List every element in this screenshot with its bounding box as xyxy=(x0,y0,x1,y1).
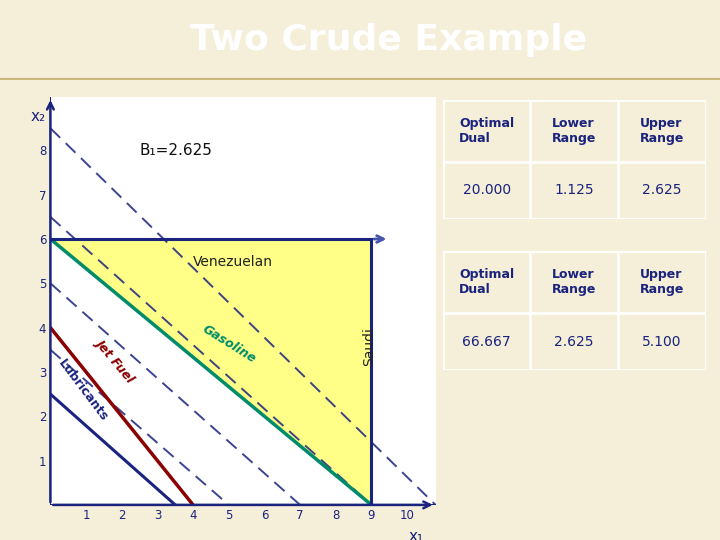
Text: Lower
Range: Lower Range xyxy=(552,117,596,145)
Text: x₁: x₁ xyxy=(409,529,424,540)
Text: Upper
Range: Upper Range xyxy=(639,117,684,145)
Text: Two Crude Example: Two Crude Example xyxy=(190,23,588,57)
Text: Venezuelan: Venezuelan xyxy=(193,254,273,268)
Text: Optimal
Dual: Optimal Dual xyxy=(459,117,514,145)
Text: 20.000: 20.000 xyxy=(462,184,510,197)
Text: Lubricants: Lubricants xyxy=(55,357,111,424)
Text: B₁=2.625: B₁=2.625 xyxy=(140,143,212,158)
Text: 2.625: 2.625 xyxy=(642,184,682,197)
Text: 5.100: 5.100 xyxy=(642,335,682,348)
Text: 2.625: 2.625 xyxy=(554,335,594,348)
Text: 1.125: 1.125 xyxy=(554,184,594,197)
Text: Upper
Range: Upper Range xyxy=(639,268,684,296)
Text: Gasoline: Gasoline xyxy=(200,323,258,366)
Text: x₂: x₂ xyxy=(30,110,45,124)
Text: Jet Fuel: Jet Fuel xyxy=(93,335,137,384)
Text: 66.667: 66.667 xyxy=(462,335,511,348)
Polygon shape xyxy=(50,239,372,505)
Text: Saudi: Saudi xyxy=(362,327,377,366)
Text: Optimal
Dual: Optimal Dual xyxy=(459,268,514,296)
Text: Lower
Range: Lower Range xyxy=(552,268,596,296)
